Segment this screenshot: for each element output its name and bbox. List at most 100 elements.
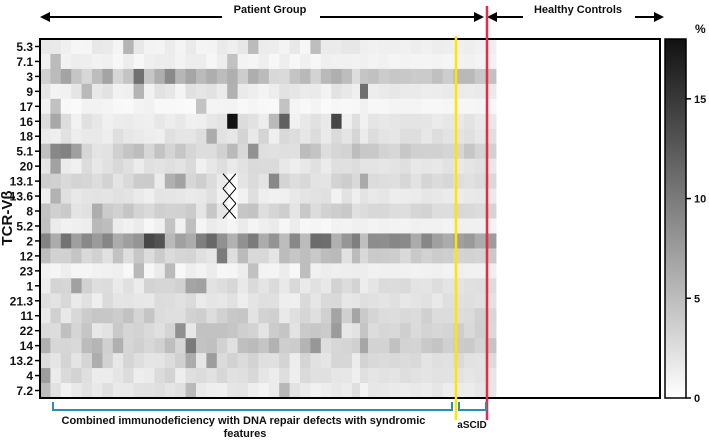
heatmap-cell (60, 158, 72, 175)
row-label: 1 (26, 279, 33, 293)
heatmap-cell (389, 338, 401, 354)
heatmap-cell (123, 278, 134, 294)
heatmap-cell (453, 383, 465, 399)
heatmap-cell (71, 158, 82, 175)
heatmap-cell (185, 68, 197, 85)
heatmap-cell (400, 53, 412, 70)
row-label: 7.2 (16, 384, 33, 398)
heatmap-cell (341, 248, 353, 264)
heatmap-cell (81, 368, 93, 384)
heatmap-cell (432, 278, 444, 294)
heatmap-cell (206, 83, 218, 100)
heatmap-cell (352, 158, 361, 175)
heatmap-cell (464, 218, 476, 234)
heatmap-cell (368, 113, 380, 130)
heatmap-cell (400, 338, 412, 354)
heatmap-cell (112, 113, 124, 130)
heatmap-cell (378, 263, 390, 279)
row-label: 14 (20, 339, 34, 353)
heatmap-cell (60, 383, 72, 399)
heatmap-cell (227, 218, 238, 234)
heatmap-cell (410, 113, 422, 130)
heatmap-cell (154, 98, 166, 115)
heatmap-cell (300, 143, 311, 160)
heatmap-cell (360, 173, 369, 189)
heatmap-cell (144, 323, 155, 339)
heatmap-cell (248, 353, 259, 369)
heatmap-cell (442, 83, 454, 100)
heatmap-cell (258, 353, 270, 369)
heatmap-cell (185, 353, 197, 369)
heatmap-cell (378, 203, 390, 219)
heatmap-cell (474, 383, 486, 399)
heatmap-cell (206, 293, 218, 309)
heatmap-cell (378, 278, 390, 294)
heatmap-cell (81, 113, 93, 130)
heatmap-cell (464, 383, 476, 399)
heatmap-cell (331, 383, 342, 399)
heatmap-cell (378, 323, 390, 339)
heatmap-cell (360, 308, 369, 324)
heatmap-cell (40, 353, 51, 369)
heatmap-cell (442, 143, 454, 160)
heatmap-cell (289, 233, 301, 249)
heatmap-cell (216, 263, 228, 279)
heatmap-cell (310, 218, 322, 234)
heatmap-cell (50, 158, 62, 175)
heatmap-cell (331, 143, 342, 160)
heatmap-cell (360, 338, 369, 354)
heatmap-cell (71, 143, 82, 160)
heatmap-cell (248, 263, 259, 279)
heatmap-cell (227, 248, 238, 264)
heatmap-cell (92, 248, 103, 264)
heatmap-cell (360, 263, 369, 279)
heatmap-cell (485, 323, 497, 339)
heatmap-cell (310, 383, 322, 399)
heatmap-cell (112, 278, 124, 294)
heatmap-cell (60, 39, 72, 55)
heatmap-cell (410, 293, 422, 309)
heatmap-cell (102, 323, 114, 339)
heatmap-cell (71, 39, 82, 55)
heatmap-cell (279, 158, 290, 175)
heatmap-cell (237, 293, 249, 309)
heatmap-cell (102, 53, 114, 70)
heatmap-cell (71, 218, 82, 234)
heatmap-cell (331, 158, 342, 175)
heatmap-cell (421, 68, 433, 85)
row-label: 12 (20, 249, 34, 263)
heatmap-cell (289, 248, 301, 264)
heatmap-cell (92, 353, 103, 369)
heatmap-cell (453, 308, 465, 324)
heatmap-cell (112, 263, 124, 279)
heatmap-cell (400, 233, 412, 249)
heatmap-cell (300, 368, 311, 384)
heatmap-cell (341, 218, 353, 234)
colorbar (664, 38, 687, 399)
heatmap-cell (268, 53, 280, 70)
heatmap-cell (175, 188, 186, 204)
heatmap-cell (400, 39, 412, 55)
heatmap-cell (175, 248, 186, 264)
heatmap-cell (331, 128, 342, 145)
heatmap-cell (133, 248, 145, 264)
heatmap-cell (279, 143, 290, 160)
heatmap-cell (237, 278, 249, 294)
heatmap-cell (268, 368, 280, 384)
heatmap-cell (258, 368, 270, 384)
heatmap-cell (40, 188, 51, 204)
heatmap-cell (485, 83, 497, 100)
heatmap-cell (464, 293, 476, 309)
heatmap-cell (464, 308, 476, 324)
heatmap-cell (206, 263, 218, 279)
heatmap-cell (400, 188, 412, 204)
heatmap-cell (410, 353, 422, 369)
heatmap-cell (352, 53, 361, 70)
heatmap-cell (81, 353, 93, 369)
heatmap-cell (216, 338, 228, 354)
heatmap-cell (360, 158, 369, 175)
heatmap-cell (410, 83, 422, 100)
heatmap-cell (123, 233, 134, 249)
heatmap-cell (196, 218, 207, 234)
heatmap-cell (123, 308, 134, 324)
